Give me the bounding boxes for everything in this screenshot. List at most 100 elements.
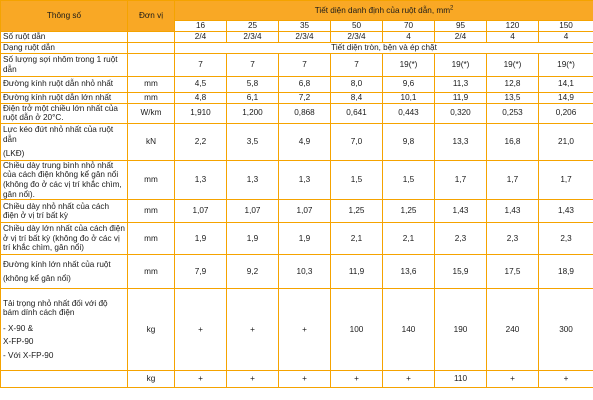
value-cell: 6,8: [278, 75, 331, 93]
value-cell: 1,07: [226, 199, 279, 224]
value-cell: 3,5: [226, 122, 279, 161]
row-label-line: X-FP-90: [3, 337, 34, 347]
value-cell: 1,25: [330, 199, 383, 224]
value-cell: 7: [278, 52, 331, 77]
row-unit: mm: [127, 199, 175, 224]
value-cell: 10,3: [278, 254, 331, 290]
value-cell: 1,7: [537, 159, 593, 201]
value-cell: 1,9: [226, 222, 279, 256]
value-cell: 5,8: [226, 75, 279, 93]
value-cell: 1,3: [226, 159, 279, 201]
table-row: Điện trở một chiều lớn nhất của ruột dẫn…: [0, 102, 593, 124]
size-cell: 35: [278, 20, 331, 32]
value-cell: 2,3: [434, 222, 487, 256]
row-label-text: Lực kéo đứt nhỏ nhất của ruột dẫn: [3, 125, 114, 144]
value-cell: 2,1: [382, 222, 435, 256]
section-title-sup: 2: [450, 4, 454, 11]
row-unit: mm: [127, 254, 175, 290]
value-cell: 7: [226, 52, 279, 77]
row-unit: [127, 42, 175, 54]
section-title-text: Tiết diện danh định của ruột dẫn, mm: [314, 5, 451, 15]
row-label: Số lượng sợi nhôm trong 1 ruột dẫn: [0, 52, 128, 77]
row-label-text: Tải trọng nhỏ nhất đối với độ bám dính c…: [3, 298, 108, 318]
value-cell: 0,253: [486, 102, 539, 124]
value-cell: 2/4: [174, 31, 227, 43]
row-label: [0, 370, 128, 389]
value-cell: +: [174, 288, 227, 372]
value-cell: 0,443: [382, 102, 435, 124]
table-row: Chiều dày nhỏ nhất của cách điện ở vị tr…: [0, 199, 593, 224]
value-cell: +: [382, 370, 435, 389]
value-cell: 7: [174, 52, 227, 77]
row-label-line: (LKĐ): [3, 148, 25, 158]
value-cell: 8,0: [330, 75, 383, 93]
row-label: Chiều dày trung bình nhỏ nhất của cách đ…: [0, 159, 128, 201]
value-cell: 11,9: [434, 91, 487, 104]
row-label-text: Điện trở một chiều lớn nhất của ruột dẫn…: [3, 103, 118, 123]
value-cell: 2/3/4: [330, 31, 383, 43]
value-cell: 1,25: [382, 199, 435, 224]
value-cell: 2,1: [330, 222, 383, 256]
size-cell: 16: [174, 20, 227, 32]
row-label: Chiều dày lớn nhất của cách điện ở vị tr…: [0, 222, 128, 256]
value-cell: 4,5: [174, 75, 227, 93]
row-label: Lực kéo đứt nhỏ nhất của ruột dẫn (LKĐ): [0, 122, 128, 161]
table-row: Chiều dày lớn nhất của cách điện ở vị tr…: [0, 222, 593, 256]
header-param: Thông số: [0, 0, 128, 32]
table-row: Dạng ruột dẫn Tiết diện tròn, bện và ép c…: [0, 42, 593, 54]
row-label-text: Đường kính lớn nhất của ruột: [3, 260, 111, 270]
row-unit: kg: [127, 288, 175, 372]
value-cell: 7: [330, 52, 383, 77]
row-label-text: Đường kính ruột dẫn nhỏ nhất: [3, 79, 114, 89]
value-cell: 13,6: [382, 254, 435, 290]
value-cell: +: [226, 288, 279, 372]
row-label: Điện trở một chiều lớn nhất của ruột dẫn…: [0, 102, 128, 124]
table-row: Chiều dày trung bình nhỏ nhất của cách đ…: [0, 159, 593, 201]
value-cell: 18,9: [537, 254, 593, 290]
value-cell: 7,0: [330, 122, 383, 161]
value-cell: 0,206: [537, 102, 593, 124]
row-unit: W/km: [127, 102, 175, 124]
value-cell: 100: [330, 288, 383, 372]
table-row: kg + + + + +110 + +: [0, 370, 593, 389]
value-cell: 7,9: [174, 254, 227, 290]
row-label-text: Chiều dày trung bình nhỏ nhất của cách đ…: [3, 160, 122, 199]
value-cell: 17,5: [486, 254, 539, 290]
row-label: Đường kính ruột dẫn nhỏ nhất: [0, 75, 128, 93]
row-unit: mm: [127, 91, 175, 104]
row-label-text: Số ruột dẫn: [3, 32, 46, 42]
value-cell: 1,3: [278, 159, 331, 201]
row-label-line: - Với X-FP-90: [3, 351, 54, 361]
value-cell: 15,9: [434, 254, 487, 290]
row-label-line: (không kể gân nổi): [3, 273, 71, 283]
value-cell: 0,641: [330, 102, 383, 124]
value-cell: 4: [537, 31, 593, 43]
size-cell: 70: [382, 20, 435, 32]
value-cell: 6,1: [226, 91, 279, 104]
table-row: Số ruột dẫn 2/4 2/3/4 2/3/4 2/3/4 4 2/4 4 4: [0, 31, 593, 43]
row-label: Đường kính lớn nhất của ruột (không kể gâ…: [0, 254, 128, 290]
value-cell: 1,5: [382, 159, 435, 201]
value-cell: 7,2: [278, 91, 331, 104]
row-label-text: Chiều dày lớn nhất của cách điện ở vị tr…: [3, 224, 125, 253]
table-row: Đường kính lớn nhất của ruột (không kể gâ…: [0, 254, 593, 290]
row-label: Chiều dày nhỏ nhất của cách điện ở vị tr…: [0, 199, 128, 224]
value-cell: +: [330, 370, 383, 389]
value-cell: 19(*): [434, 52, 487, 77]
row-label-text: Dạng ruột dẫn: [3, 43, 55, 52]
size-cell: 95: [434, 20, 487, 32]
value-cell: 1,43: [486, 199, 539, 224]
value-cell: 1,43: [434, 199, 487, 224]
value-cell: 19(*): [486, 52, 539, 77]
table-row: Tải trọng nhỏ nhất đối với độ bám dính c…: [0, 288, 593, 372]
spec-table: Thông số Đơn vị Tiết diện danh định của …: [0, 0, 593, 389]
value-cell: 1,7: [434, 159, 487, 201]
value-cell: 19(*): [382, 52, 435, 77]
table-row: Đường kính ruột dẫn nhỏ nhất mm 4,5 5,8 6,8 8…: [0, 75, 593, 93]
value-cell: 1,07: [174, 199, 227, 224]
table-row: Số lượng sợi nhôm trong 1 ruột dẫn 7 7 7 7 19…: [0, 52, 593, 77]
value-cell: +: [278, 370, 331, 389]
value-cell: 1,9: [174, 222, 227, 256]
value-cell: 110: [434, 370, 487, 389]
